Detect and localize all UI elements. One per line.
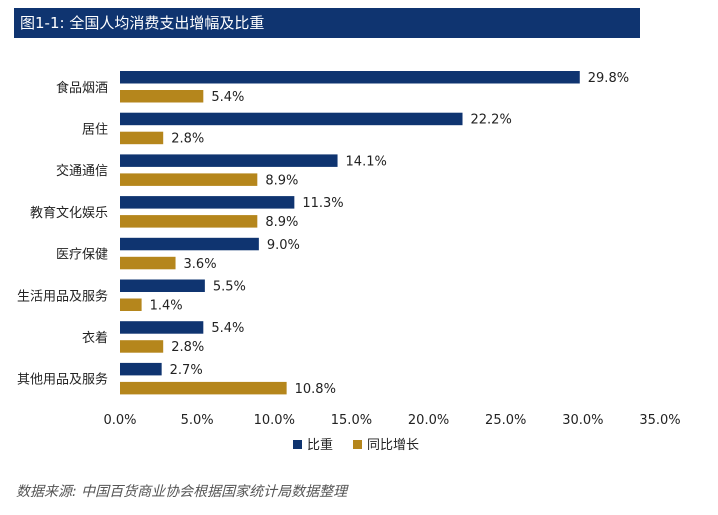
data-label: 1.4% (150, 299, 183, 314)
data-label: 5.4% (211, 90, 244, 105)
legend: 比重 同比增长 (293, 437, 419, 453)
x-tick-label: 5.0% (181, 413, 214, 428)
data-label: 2.7% (170, 363, 203, 378)
bar (120, 215, 258, 228)
legend-swatch (353, 440, 362, 449)
data-label: 10.8% (295, 382, 336, 397)
x-axis: 0.0% 5.0% 10.0% 15.0% 20.0% 25.0% 30.0% 35.0% (103, 413, 680, 428)
category-label: 食品烟酒 (56, 80, 108, 96)
bar (120, 131, 164, 145)
bar (120, 321, 204, 334)
x-tick-label: 25.0% (485, 413, 526, 428)
category-label: 医疗保健 (56, 248, 108, 263)
x-tick-label: 20.0% (408, 413, 449, 428)
x-tick-label: 15.0% (331, 413, 372, 428)
data-label: 3.6% (184, 257, 217, 272)
data-label: 9.0% (267, 238, 300, 253)
data-label: 8.9% (265, 215, 298, 230)
data-label: 5.5% (213, 280, 246, 295)
bar (120, 362, 162, 376)
bar (120, 237, 259, 251)
bar (120, 298, 142, 311)
chart-title: 图1-1: 全国人均消费支出增幅及比重 (14, 8, 640, 38)
x-tick-label: 0.0% (103, 413, 136, 428)
bar (120, 196, 295, 209)
bars-layer (120, 71, 580, 395)
data-label: 29.8% (588, 71, 629, 86)
bar (120, 256, 176, 270)
category-label: 衣着 (82, 330, 108, 346)
source-note: 数据来源: 中国百货商业协会根据国家统计局数据整理 (16, 484, 348, 500)
bar (120, 381, 287, 395)
category-label: 其他用品及服务 (17, 372, 108, 388)
bar (120, 173, 258, 186)
bar (120, 154, 338, 167)
data-label: 11.3% (302, 196, 343, 211)
data-label: 22.2% (471, 113, 512, 128)
legend-label: 同比增长 (367, 438, 419, 453)
labels-layer: 食品烟酒 29.8% 5.4% 居住 22.2% 2.8% 交通通信 14.1% 8.9% 教育文… (17, 71, 629, 397)
x-tick-label: 10.0% (254, 413, 295, 428)
data-label: 14.1% (346, 154, 387, 169)
data-label: 2.8% (171, 340, 204, 355)
data-label: 5.4% (211, 321, 244, 336)
category-label: 生活用品及服务 (17, 288, 108, 304)
category-label: 教育文化娱乐 (30, 205, 108, 221)
bar (120, 90, 204, 103)
data-label: 2.8% (171, 132, 204, 147)
x-tick-label: 30.0% (562, 413, 603, 428)
category-label: 居住 (82, 122, 108, 137)
bar (120, 112, 463, 126)
bar (120, 71, 580, 84)
bar (120, 279, 205, 292)
legend-label: 比重 (307, 437, 333, 453)
category-label: 交通通信 (56, 163, 108, 179)
bar (120, 340, 164, 353)
legend-swatch (293, 440, 302, 449)
x-tick-label: 35.0% (639, 413, 680, 428)
data-label: 8.9% (265, 173, 298, 188)
